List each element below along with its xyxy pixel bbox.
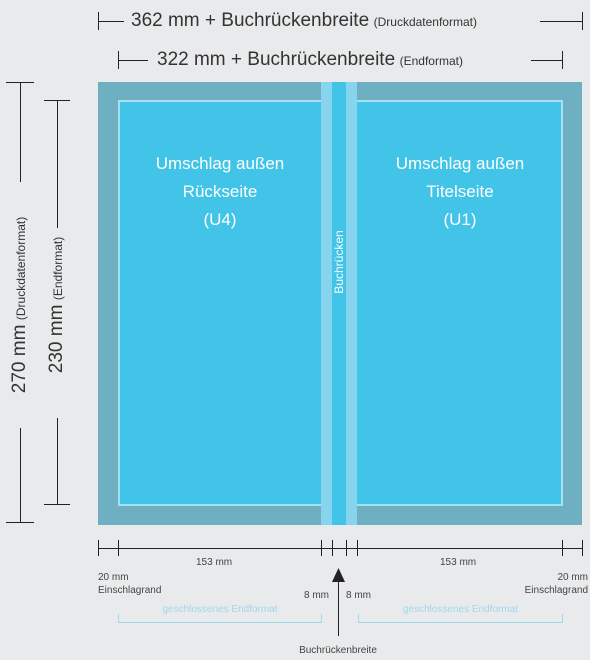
end-width-main: 322 mm + Buchrückenbreite (157, 49, 396, 70)
closed-format-label-right: geschlossenes Endformat (402, 604, 519, 615)
druck-height-line-bottom (20, 428, 21, 522)
end-height-line-bottom (57, 418, 58, 504)
end-width-label: 322 mm + Buchrückenbreite (Endformat) (157, 49, 463, 71)
spine-center (332, 82, 346, 525)
druck-width-line-right (540, 21, 582, 22)
end-width-note: (Endformat) (399, 54, 463, 68)
spine-strip-left (321, 82, 332, 525)
left-margin-label: Einschlagrand (98, 585, 162, 596)
bottom-tick-bleed-left (98, 540, 99, 556)
bottom-dimension-line (98, 548, 582, 549)
bottom-tick-trim-right (562, 540, 563, 556)
end-height-line-top (57, 100, 58, 228)
spine-width-label: Buchrückenbreite (299, 645, 377, 656)
druck-height-label: 270 mm (Druckdatenformat) (9, 193, 31, 417)
right-margin-label: Einschlagrand (524, 585, 588, 596)
front-cover-line2: Titelseite (426, 182, 494, 201)
druck-height-main: 270 mm (9, 324, 30, 394)
front-cover-line3: (U1) (443, 210, 477, 229)
bottom-tick-spine-2 (332, 540, 333, 556)
back-cover-text: Umschlag außen Rückseite (U4) (118, 150, 322, 234)
end-width-line-right (531, 60, 562, 61)
back-cover-line3: (U4) (203, 210, 237, 229)
spine-right-width: 8 mm (346, 590, 371, 601)
spine-strip-right (346, 82, 357, 525)
front-cover-text: Umschlag außen Titelseite (U1) (358, 150, 562, 234)
bottom-tick-spine-3 (346, 540, 347, 556)
right-margin-value: 20 mm (557, 572, 588, 583)
end-width-right-tick (562, 51, 563, 69)
end-height-note: (Endformat) (51, 236, 65, 301)
druck-width-note: (Druckdatenformat) (373, 15, 477, 29)
druck-width-label: 362 mm + Buchrückenbreite (Druckdatenfor… (131, 10, 477, 32)
left-margin-value: 20 mm (98, 572, 129, 583)
spine-arrow-shaft (338, 578, 339, 636)
back-cover-line1: Umschlag außen (155, 154, 285, 173)
closed-format-bracket-left (118, 614, 322, 623)
back-cover-line2: Rückseite (182, 182, 258, 201)
spine-left-width: 8 mm (304, 590, 329, 601)
druck-width-main: 362 mm + Buchrückenbreite (131, 10, 370, 31)
bottom-tick-trim-left (118, 540, 119, 556)
front-cover-line1: Umschlag außen (395, 154, 525, 173)
back-cover-panel (118, 100, 324, 506)
front-cover-panel (356, 100, 563, 506)
closed-format-label-left: geschlossenes Endformat (162, 604, 278, 615)
left-panel-width: 153 mm (196, 557, 233, 568)
bottom-tick-spine-4 (357, 540, 358, 556)
druck-height-bottom-tick (6, 522, 34, 523)
end-height-label: 230 mm (Endformat) (46, 220, 68, 390)
druck-height-note: (Druckdatenformat) (14, 216, 28, 321)
druck-height-line-top (20, 82, 21, 182)
druck-width-right-tick (582, 12, 583, 30)
spine-label: Buchrücken (332, 230, 346, 294)
bottom-tick-spine-1 (321, 540, 322, 556)
spine-arrow-head-icon (332, 568, 345, 582)
bottom-tick-bleed-right (582, 540, 583, 556)
end-height-bottom-tick (44, 504, 70, 505)
closed-format-bracket-right (358, 614, 563, 623)
end-height-main: 230 mm (46, 304, 67, 374)
end-width-line-left (118, 60, 148, 61)
right-panel-width: 153 mm (440, 557, 477, 568)
druck-width-line-left (98, 21, 124, 22)
